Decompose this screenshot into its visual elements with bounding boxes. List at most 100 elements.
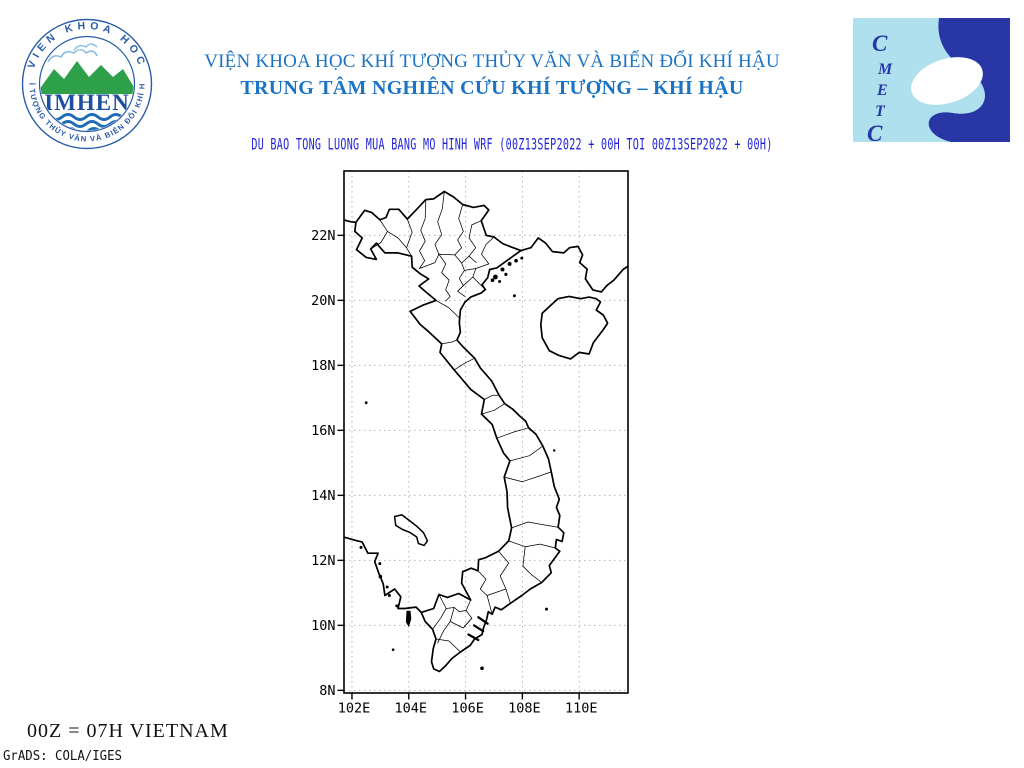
province-boundary bbox=[370, 219, 388, 250]
cmetc-swoosh-icon bbox=[928, 18, 1010, 142]
province-boundary bbox=[435, 638, 461, 653]
province-boundary bbox=[437, 630, 444, 644]
lon-tick-label: 110E bbox=[565, 701, 598, 717]
province-boundary bbox=[419, 199, 427, 269]
province-boundary bbox=[522, 546, 543, 583]
lat-tick-label: 12N bbox=[311, 553, 335, 569]
hainan-island-outline bbox=[539, 295, 609, 360]
lat-tick-label: 20N bbox=[311, 293, 335, 309]
province-boundary bbox=[477, 570, 493, 615]
island bbox=[553, 449, 556, 452]
province-boundary bbox=[483, 394, 500, 400]
map-geography bbox=[344, 190, 628, 673]
province-boundary bbox=[508, 540, 556, 549]
island bbox=[391, 648, 395, 651]
province-boundary bbox=[454, 254, 470, 264]
cmetc-letter-c2: C bbox=[867, 121, 883, 142]
imhen-logo: IMHEN VIEN KHOA HOC KHÍ TƯỢNG THỦY VĂN V… bbox=[16, 10, 153, 150]
province-boundary bbox=[406, 218, 413, 249]
china-coastline bbox=[520, 237, 628, 293]
island bbox=[493, 274, 498, 280]
center-name-line: TRUNG TÂM NGHIÊN CỨU KHÍ TƯỢNG – KHÍ HẬU bbox=[240, 77, 744, 99]
island bbox=[387, 594, 391, 597]
island bbox=[504, 272, 508, 276]
cmetc-logo: C M E T C bbox=[853, 18, 1010, 142]
province-boundary bbox=[486, 588, 507, 596]
province-boundary bbox=[438, 253, 451, 302]
lat-tick-label: 22N bbox=[311, 228, 335, 244]
imhen-acronym: IMHEN bbox=[44, 90, 130, 115]
island bbox=[480, 666, 484, 671]
island bbox=[359, 545, 363, 549]
island bbox=[507, 261, 512, 266]
lon-tick-label: 108E bbox=[508, 701, 541, 717]
map-axis-ticks bbox=[337, 234, 580, 700]
province-boundary bbox=[453, 607, 467, 613]
province-boundary bbox=[464, 263, 490, 271]
province-boundary bbox=[454, 204, 464, 256]
cmetc-letter-t: T bbox=[875, 103, 886, 120]
island bbox=[364, 401, 368, 405]
province-boundary bbox=[481, 236, 495, 265]
vietnam-outline bbox=[353, 190, 565, 673]
grads-credit: GrADS: COLA/IGES bbox=[3, 749, 122, 765]
lon-tick-label: 106E bbox=[451, 701, 484, 717]
province-boundary bbox=[453, 357, 475, 371]
institute-name-line: VIỆN KHOA HỌC KHÍ TƯỢNG THỦY VĂN VÀ BIẾN… bbox=[204, 51, 780, 72]
province-boundary bbox=[498, 550, 511, 604]
river-mouth bbox=[473, 624, 485, 633]
island bbox=[385, 585, 389, 589]
island bbox=[514, 258, 518, 263]
lon-tick-label: 102E bbox=[338, 701, 371, 717]
map-gridlines bbox=[344, 171, 628, 693]
province-boundary bbox=[387, 231, 412, 257]
lat-tick-label: 16N bbox=[311, 423, 335, 439]
island bbox=[498, 280, 502, 283]
forecast-title-text: DU BAO TONG LUONG MUA BANG MO HINH WRF (… bbox=[251, 136, 773, 154]
province-boundary bbox=[457, 262, 466, 297]
lat-tick-label: 18N bbox=[311, 358, 335, 374]
forecast-title: DU BAO TONG LUONG MUA BANG MO HINH WRF (… bbox=[150, 136, 840, 154]
island bbox=[490, 278, 495, 283]
cloud-icon bbox=[73, 43, 98, 51]
lat-tick-label: 14N bbox=[311, 488, 335, 504]
lat-tick-label: 8N bbox=[319, 683, 335, 699]
cmetc-swoosh-white-blob bbox=[911, 57, 983, 105]
province-boundary bbox=[432, 594, 447, 630]
lon-tick-label: 104E bbox=[395, 701, 428, 717]
cmetc-letter-e: E bbox=[876, 82, 888, 99]
island bbox=[378, 574, 383, 579]
river-mouth bbox=[467, 633, 480, 642]
cmetc-letter-m: M bbox=[877, 61, 893, 78]
island bbox=[520, 256, 524, 260]
island bbox=[545, 607, 548, 611]
island bbox=[395, 604, 399, 608]
map-border bbox=[343, 170, 629, 694]
cambodia-coastline bbox=[344, 536, 423, 614]
lat-tick-label: 10N bbox=[311, 618, 335, 634]
province-boundary bbox=[503, 471, 552, 483]
mountains-icon bbox=[40, 61, 134, 94]
china-border bbox=[344, 219, 357, 224]
province-boundary bbox=[419, 253, 456, 269]
river-mouth bbox=[477, 616, 489, 625]
phu-quoc-island bbox=[405, 610, 412, 627]
province-boundary bbox=[509, 445, 544, 462]
province-boundary bbox=[468, 220, 482, 263]
cmetc-letters: C M E T C bbox=[867, 31, 893, 142]
province-boundary bbox=[443, 607, 455, 632]
timezone-note: 00Z = 07H VIETNAM bbox=[27, 720, 229, 742]
province-boundary bbox=[449, 617, 473, 629]
province-boundary bbox=[435, 300, 460, 319]
province-boundary bbox=[434, 191, 445, 255]
province-boundary bbox=[481, 403, 506, 415]
cloud-icon bbox=[47, 48, 98, 63]
island bbox=[500, 267, 505, 272]
province-boundary bbox=[472, 268, 486, 290]
province-boundary bbox=[441, 339, 458, 345]
island bbox=[512, 294, 516, 298]
tonle-sap-lake bbox=[393, 514, 429, 547]
province-boundary bbox=[462, 276, 474, 287]
